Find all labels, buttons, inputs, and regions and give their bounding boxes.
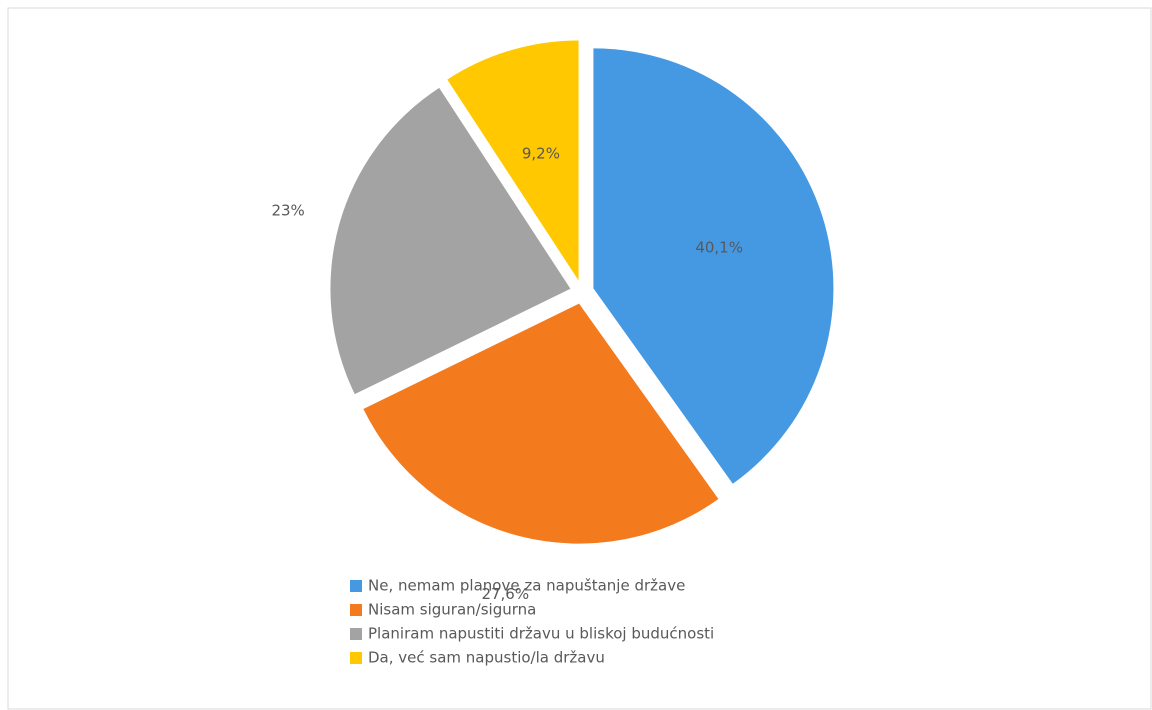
legend-label: Nisam siguran/sigurna [368, 601, 536, 619]
data-label: 9,2% [522, 144, 560, 162]
legend-label: Da, već sam napustio/la državu [368, 649, 605, 667]
pie-slice [330, 87, 571, 395]
pie-slice [363, 303, 719, 544]
legend-swatch [350, 604, 362, 616]
legend-swatch [350, 652, 362, 664]
legend-swatch [350, 628, 362, 640]
legend-label: Planiram napustiti državu u bliskoj budu… [368, 625, 714, 643]
data-label: 40,1% [695, 239, 743, 257]
data-label: 27,6% [481, 585, 529, 603]
pie-slice [447, 40, 579, 281]
legend-label: Ne, nemam planove za napuštanje države [368, 577, 685, 595]
data-label: 23% [271, 202, 304, 220]
pie-slice [593, 48, 834, 484]
legend-swatch [350, 580, 362, 592]
